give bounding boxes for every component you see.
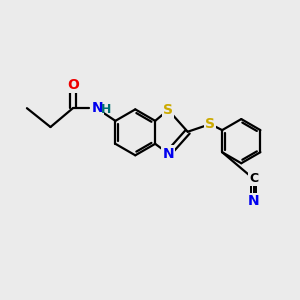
Text: N: N <box>92 100 103 115</box>
Text: S: S <box>163 103 173 117</box>
Text: N: N <box>248 194 260 208</box>
Text: O: O <box>67 78 79 92</box>
Text: S: S <box>206 117 215 131</box>
Text: H: H <box>100 103 111 116</box>
Text: N: N <box>162 146 174 161</box>
Text: C: C <box>249 172 258 185</box>
